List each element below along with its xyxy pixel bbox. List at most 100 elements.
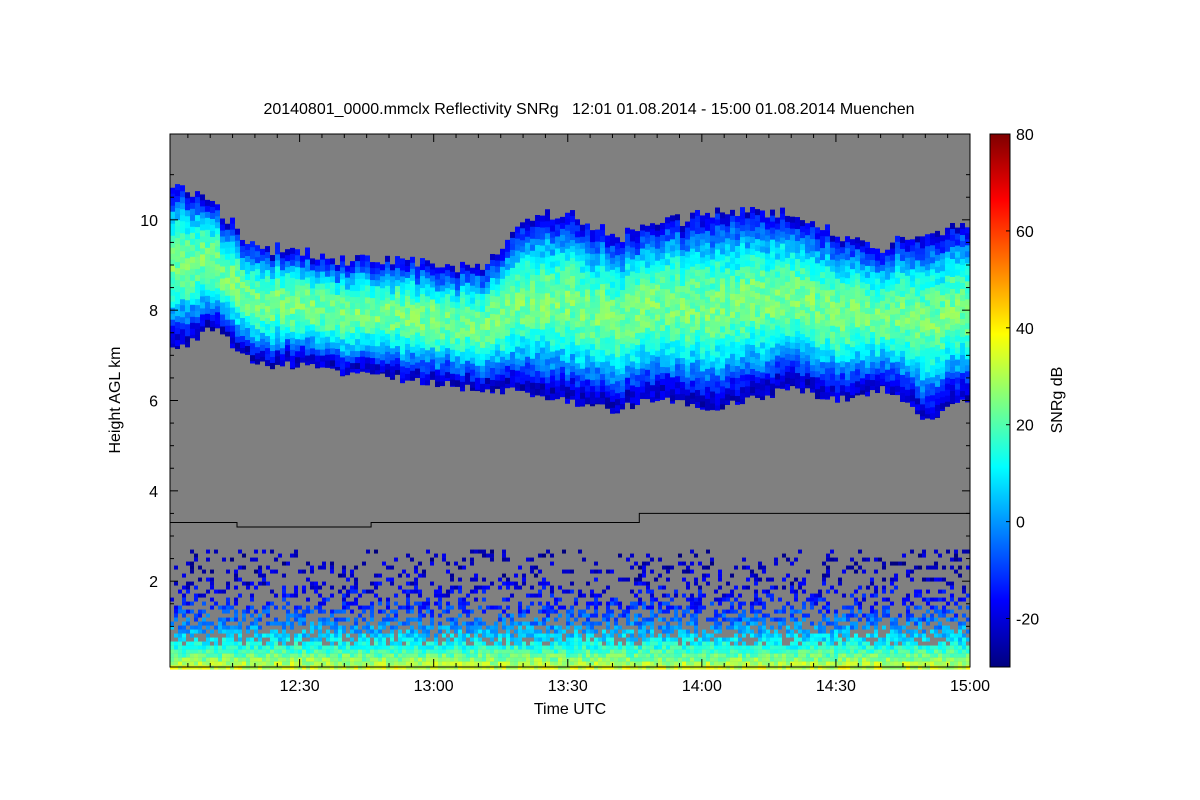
cloud-cell [925,246,930,253]
cloud-cell [870,254,875,261]
cloud-cell [820,290,825,297]
clutter-cell [186,645,190,650]
cloud-cell [750,212,755,220]
cloud-cell [500,392,505,395]
cloud-cell [795,259,800,266]
cloud-cell [900,374,905,382]
cloud-cell [175,298,180,305]
cloud-cell [595,259,600,267]
cloud-cell [530,346,535,354]
cloud-cell [350,351,355,358]
cloud-cell [545,383,550,390]
clutter-cell [362,589,366,594]
cloud-cell [630,241,635,248]
clutter-cell [238,565,242,570]
cloud-cell [555,398,560,400]
cloud-cell [900,242,905,250]
clutter-cell [374,633,378,638]
cloud-cell [890,386,895,394]
cloud-cell [455,284,460,291]
cloud-cell [340,267,345,274]
cloud-cell [700,299,705,306]
cloud-cell [960,331,965,338]
cloud-cell [835,302,840,310]
cloud-cell [755,335,760,342]
cloud-cell [820,284,825,291]
clutter-cell [258,641,262,646]
cloud-cell [785,293,790,301]
cloud-cell [640,302,645,310]
cloud-cell [890,338,895,346]
clutter-cell [346,577,350,582]
cloud-cell [780,387,785,389]
cloud-cell [695,233,700,241]
cloud-cell [440,273,445,280]
clutter-cell [250,645,254,650]
cloud-cell [820,362,825,369]
cloud-cell [195,191,200,198]
cloud-cell [295,297,300,304]
cloud-cell [950,367,955,374]
cloud-cell [305,337,310,345]
cloud-cell [620,368,625,375]
cloud-cell [675,292,680,299]
cloud-cell [765,235,770,242]
cloud-cell [820,326,825,333]
cloud-cell [660,222,665,230]
clutter-cell [262,605,266,610]
cloud-cell [325,330,330,338]
cloud-cell [420,264,425,271]
cloud-cell [295,303,300,310]
cloud-cell [250,241,255,248]
cloud-cell [550,363,555,371]
cloud-cell [175,310,180,317]
cloud-cell [310,318,315,325]
cloud-cell [730,305,735,313]
cloud-cell [175,280,180,287]
clutter-cell [278,665,282,670]
cloud-cell [710,229,715,237]
clutter-cell [170,649,174,654]
cloud-cell [275,302,280,309]
cloud-cell [630,337,635,344]
clutter-cell [358,637,362,642]
cloud-cell [935,308,940,316]
clutter-cell [274,645,278,650]
cloud-cell [660,240,665,248]
cloud-cell [685,377,690,385]
cloud-cell [270,303,275,310]
cloud-cell [180,185,185,192]
cloud-cell [785,239,790,247]
cloud-cell [960,391,965,398]
cloud-cell [530,394,535,398]
cloud-cell [770,281,775,289]
cloud-cell [560,276,565,284]
clutter-cell [218,617,222,622]
cloud-cell [960,223,965,230]
cloud-cell [260,272,265,280]
cloud-cell [480,281,485,289]
cloud-cell [700,227,705,234]
cloud-cell [180,263,185,270]
cloud-cell [900,344,905,352]
cloud-cell [420,342,425,349]
cloud-cell [955,287,960,295]
cloud-cell [285,297,290,304]
cloud-cell [530,376,535,384]
cloud-cell [460,369,465,377]
cloud-cell [215,324,220,329]
cloud-cell [250,325,255,332]
cloud-cell [930,251,935,258]
cloud-cell [850,269,855,276]
cloud-cell [945,311,950,319]
clutter-cell [370,629,374,634]
cloud-cell [585,223,590,230]
cloud-cell [495,254,500,261]
cloud-cell [680,382,685,389]
cloud-cell [590,302,595,309]
cloud-cell [220,320,225,327]
clutter-cell [262,549,266,554]
cloud-cell [590,350,595,357]
clutter-cell [310,609,314,614]
clutter-cell [266,641,270,646]
